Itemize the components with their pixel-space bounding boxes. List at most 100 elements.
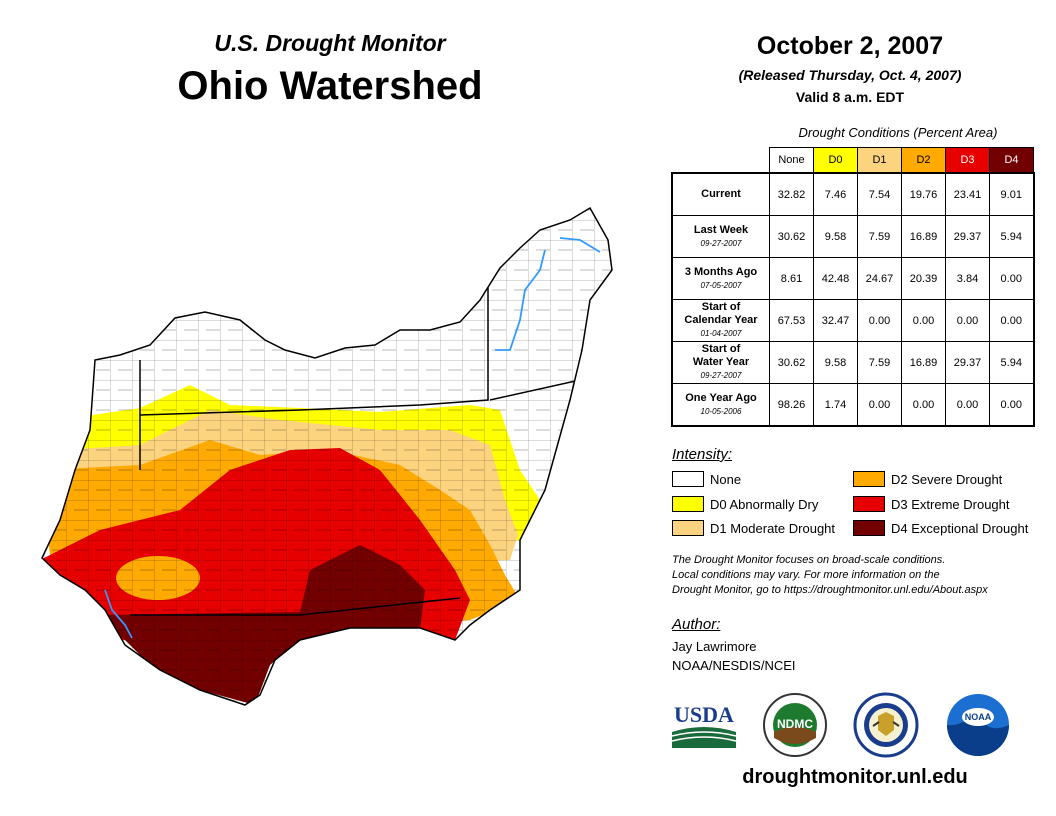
- row-date: 10-05-2006: [700, 406, 742, 416]
- author-org: NOAA/NESDIS/NCEI: [672, 658, 796, 673]
- row-date: 09-27-2007: [700, 371, 742, 380]
- legend-swatch: [853, 520, 885, 536]
- row-label-text: 3 Months Ago: [684, 265, 758, 278]
- row-label-text: One Year Ago: [685, 391, 757, 404]
- ndmc-logo: NDMC: [763, 693, 827, 757]
- usda-logo: USDA: [671, 702, 737, 748]
- map-title: Ohio Watershed: [177, 64, 483, 108]
- cell-none: 67.53: [769, 299, 814, 342]
- cell-d0: 1.74: [813, 383, 858, 427]
- legend-item-d3: D3 Extreme Drought: [853, 496, 1010, 512]
- note-line: Local conditions may vary. For more info…: [672, 569, 940, 581]
- row-label-text-2: Calendar Year: [684, 314, 758, 326]
- legend-heading: Intensity:: [672, 446, 733, 463]
- usda-text: USDA: [674, 702, 734, 727]
- cell-none: 32.82: [769, 172, 814, 216]
- legend-label: D1 Moderate Drought: [710, 520, 836, 536]
- legend-swatch: [853, 471, 885, 487]
- row-label: 3 Months Ago 07-05-2007: [671, 257, 770, 300]
- legend-label: D2 Severe Drought: [891, 471, 1003, 487]
- cell-none: 8.61: [769, 257, 814, 300]
- legend-swatch: [672, 496, 704, 512]
- cell-d3: 29.37: [945, 215, 990, 258]
- cell-d3: 23.41: [945, 172, 990, 216]
- legend-swatch: [672, 471, 704, 487]
- legend-label: D3 Extreme Drought: [891, 496, 1010, 512]
- col-d4: D4: [989, 147, 1034, 174]
- commerce-seal: [853, 692, 919, 758]
- row-label-text: Start of: [701, 343, 741, 355]
- cell-d0: 42.48: [813, 257, 858, 300]
- legend-label: D0 Abnormally Dry: [710, 496, 819, 512]
- header-blank: [672, 148, 770, 174]
- cell-d0: 7.46: [813, 172, 858, 216]
- cell-d3: 29.37: [945, 341, 990, 384]
- table-header-row: None D0 D1 D2 D3 D4: [672, 147, 1034, 174]
- cell-d3: 0.00: [945, 299, 990, 342]
- cell-d1: 24.67: [857, 257, 902, 300]
- row-date: 09-27-2007: [700, 238, 742, 248]
- cell-d4: 0.00: [989, 257, 1035, 300]
- row-label: Current: [671, 172, 770, 216]
- map-subtitle: U.S. Drought Monitor: [214, 30, 446, 56]
- cell-d2: 0.00: [901, 383, 946, 427]
- col-d2: D2: [901, 147, 946, 174]
- table-row: 3 Months Ago 07-05-2007 8.61 42.48 24.67 20.3…: [671, 257, 1035, 300]
- cell-d1: 7.59: [857, 341, 902, 384]
- legend-swatch: [672, 520, 704, 536]
- disclaimer-note: The Drought Monitor focuses on broad-sca…: [672, 553, 1042, 598]
- cell-d0: 9.58: [813, 341, 858, 384]
- cell-d2: 0.00: [901, 299, 946, 342]
- state-boundaries: [130, 270, 581, 616]
- note-line: The Drought Monitor focuses on broad-sca…: [672, 554, 946, 566]
- cell-d0: 9.58: [813, 215, 858, 258]
- cell-d1: 7.54: [857, 172, 902, 216]
- cell-d1: 7.59: [857, 215, 902, 258]
- cell-d0: 32.47: [813, 299, 858, 342]
- cell-d4: 0.00: [989, 383, 1035, 427]
- valid-time: Valid 8 a.m. EDT: [795, 89, 905, 105]
- cell-d3: 3.84: [945, 257, 990, 300]
- cell-d2: 16.89: [901, 215, 946, 258]
- footer-url[interactable]: droughtmonitor.unl.edu: [742, 766, 968, 788]
- col-d0: D0: [813, 147, 858, 174]
- row-date: 07-05-2007: [700, 280, 742, 290]
- table-row: Start of Water Year 09-27-2007 30.62 9.58 7.5…: [671, 341, 1035, 384]
- row-date: 01-04-2007: [700, 329, 742, 338]
- cell-d4: 5.94: [989, 215, 1035, 258]
- cell-d2: 20.39: [901, 257, 946, 300]
- row-label: Start of Calendar Year 01-04-2007: [671, 299, 770, 342]
- col-none: None: [769, 147, 814, 174]
- legend-item-d1: D1 Moderate Drought: [672, 520, 835, 536]
- col-d1: D1: [857, 147, 902, 174]
- cell-d4: 0.00: [989, 299, 1035, 342]
- legend-item-d2: D2 Severe Drought: [853, 471, 1002, 487]
- legend-item-d0: D0 Abnormally Dry: [672, 496, 818, 512]
- rivers: [104, 237, 601, 639]
- table-row: Last Week 09-27-2007 30.62 9.58 7.59 16.89 29.…: [671, 215, 1035, 258]
- noaa-logo: NOAA: [947, 694, 1009, 756]
- table-caption: Drought Conditions (Percent Area): [798, 125, 998, 140]
- basin-outline: [41, 206, 613, 706]
- cell-d2: 16.89: [901, 341, 946, 384]
- row-label: Last Week 09-27-2007: [671, 215, 770, 258]
- legend-label: None: [710, 471, 742, 487]
- cell-d1: 0.00: [857, 299, 902, 342]
- legend-swatch: [853, 496, 885, 512]
- release-date: (Released Thursday, Oct. 4, 2007): [738, 67, 962, 83]
- drought-map: [41, 206, 613, 706]
- cell-d2: 19.76: [901, 172, 946, 216]
- cell-none: 30.62: [769, 341, 814, 384]
- table-row: Start of Calendar Year 01-04-2007 67.53 32.4…: [671, 299, 1035, 342]
- table-row: Current 32.82 7.46 7.54 19.76 23.41 9.01: [671, 172, 1035, 216]
- legend-label: D4 Exceptional Drought: [891, 520, 1029, 536]
- row-label-text: Start of: [701, 301, 741, 313]
- row-label: Start of Water Year 09-27-2007: [671, 341, 770, 384]
- row-label-text-2: Water Year: [692, 356, 750, 368]
- row-label-text: Last Week: [693, 223, 749, 236]
- legend-item-none: None: [672, 471, 741, 487]
- col-d3: D3: [945, 147, 990, 174]
- author-block: Jay Lawrimore NOAA/NESDIS/NCEI: [672, 637, 796, 675]
- row-label-text: Current: [701, 188, 741, 200]
- drought-conditions-table: None D0 D1 D2 D3 D4 Current 32.82 7.46 7.54…: [671, 147, 1035, 427]
